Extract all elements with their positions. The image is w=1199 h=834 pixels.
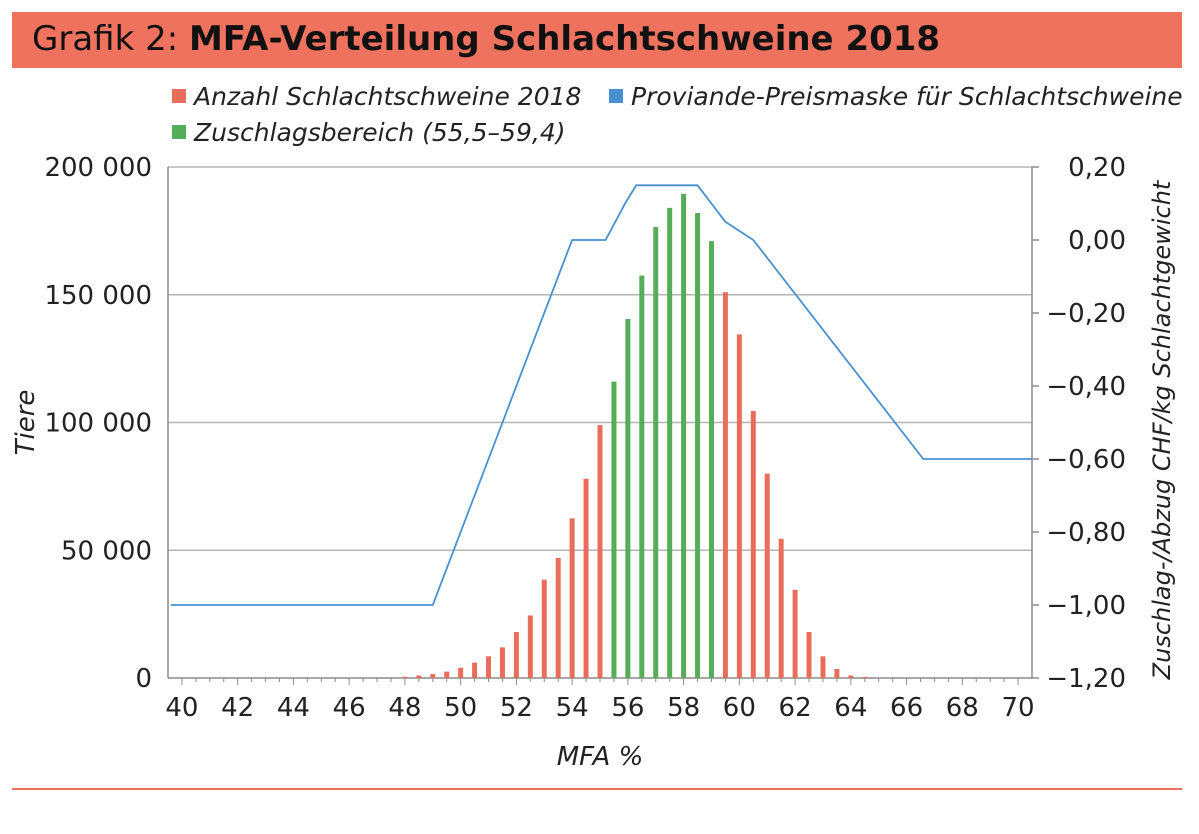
bar-zuschlag — [625, 319, 631, 678]
x-tick-label: 60 — [723, 693, 756, 723]
bar-zuschlag — [681, 193, 687, 678]
bar-count — [722, 292, 728, 678]
bar-count — [806, 632, 812, 678]
y2-tick-label: −0,40 — [1046, 372, 1126, 402]
y2-tick-label: −0,60 — [1046, 445, 1126, 475]
bar-zuschlag — [708, 241, 714, 678]
y-tick-label: 150 000 — [44, 281, 152, 311]
y-tick-label: 200 000 — [44, 153, 152, 183]
bar-count — [820, 656, 826, 678]
bar-zuschlag — [695, 212, 701, 679]
bar-count — [834, 669, 840, 678]
bar-count — [430, 674, 436, 678]
legend-item-count: Anzahl Schlachtschweine 2018 — [172, 82, 581, 111]
x-tick-label: 64 — [834, 693, 867, 723]
x-tick-label: 54 — [556, 693, 589, 723]
x-tick-label: 46 — [333, 693, 366, 723]
bar-count — [513, 632, 519, 678]
bar-count — [569, 518, 575, 678]
bar-count — [472, 662, 478, 678]
title-prefix: Grafik 2: — [32, 19, 189, 59]
title-band — [12, 12, 1182, 68]
bar-zuschlag — [667, 207, 673, 678]
bar-count — [597, 425, 603, 678]
legend-swatch-price — [609, 89, 623, 103]
x-tick-label: 68 — [946, 693, 979, 723]
title-main: MFA-Verteilung Schlachtschweine 2018 — [188, 19, 941, 59]
legend-item-price: Proviande-Preismaske für Schlachtschwein… — [609, 82, 1183, 111]
x-tick-label: 52 — [500, 693, 533, 723]
legend-swatch-zuschlag — [172, 125, 186, 139]
legend-swatch-count — [172, 89, 186, 103]
legend-label-count: Anzahl Schlachtschweine 2018 — [194, 82, 582, 111]
y-axis-title: Tiere — [11, 390, 41, 456]
y2-tick-label: −0,80 — [1046, 518, 1126, 548]
price-mask-line — [170, 184, 1032, 606]
bar-count — [402, 676, 408, 678]
y2-tick-label: 0,00 — [1068, 226, 1126, 256]
bar-count — [458, 667, 464, 678]
y2-tick-label: 0,20 — [1068, 153, 1126, 183]
bar-count — [499, 647, 505, 678]
x-tick-label: 66 — [890, 693, 923, 723]
y2-tick-label: −1,00 — [1046, 591, 1126, 621]
bar-count — [444, 671, 450, 678]
x-tick-label: 56 — [611, 693, 644, 723]
bar-count — [736, 334, 742, 678]
y2-tick-label: −0,20 — [1046, 299, 1126, 329]
bar-count — [555, 557, 561, 678]
bar-zuschlag — [653, 227, 659, 679]
bar-count — [416, 675, 422, 678]
x-tick-label: 50 — [444, 693, 477, 723]
x-tick-label: 62 — [779, 693, 812, 723]
bar-count — [792, 589, 798, 678]
bottom-rule — [12, 788, 1182, 790]
bar-count — [778, 538, 784, 678]
y2-axis-title: Zuschlag-/Abzug CHF/kg Schlachtgewicht — [1148, 179, 1176, 680]
bar-count — [583, 478, 589, 678]
y-tick-label: 50 000 — [61, 536, 152, 566]
x-tick-label: 48 — [388, 693, 421, 723]
bar-zuschlag — [639, 275, 645, 678]
x-tick-label: 42 — [221, 693, 254, 723]
bar-count — [862, 676, 868, 678]
legend-item-zuschlag: Zuschlagsbereich (55,5–59,4) — [172, 118, 565, 147]
x-tick-label: 40 — [165, 693, 198, 723]
x-tick-label: 58 — [667, 693, 700, 723]
bar-count — [764, 473, 770, 678]
legend-label-price: Proviande-Preismaske für Schlachtschwein… — [631, 82, 1183, 111]
bar-count — [527, 615, 533, 678]
y-tick-label: 100 000 — [44, 409, 152, 439]
bar-count — [486, 656, 492, 678]
y-tick-label: 0 — [135, 664, 152, 694]
legend-label-zuschlag: Zuschlagsbereich (55,5–59,4) — [194, 118, 566, 147]
x-tick-label: 70 — [1002, 693, 1035, 723]
x-axis-title: MFA % — [557, 742, 644, 772]
bar-count — [541, 579, 547, 678]
bar-zuschlag — [611, 381, 617, 678]
bar-count — [750, 411, 756, 678]
y2-tick-label: −1,20 — [1046, 664, 1126, 694]
chart-title: Grafik 2: MFA-Verteilung Schlachtschwein… — [32, 16, 940, 62]
bar-count — [848, 675, 854, 678]
x-tick-label: 44 — [277, 693, 310, 723]
